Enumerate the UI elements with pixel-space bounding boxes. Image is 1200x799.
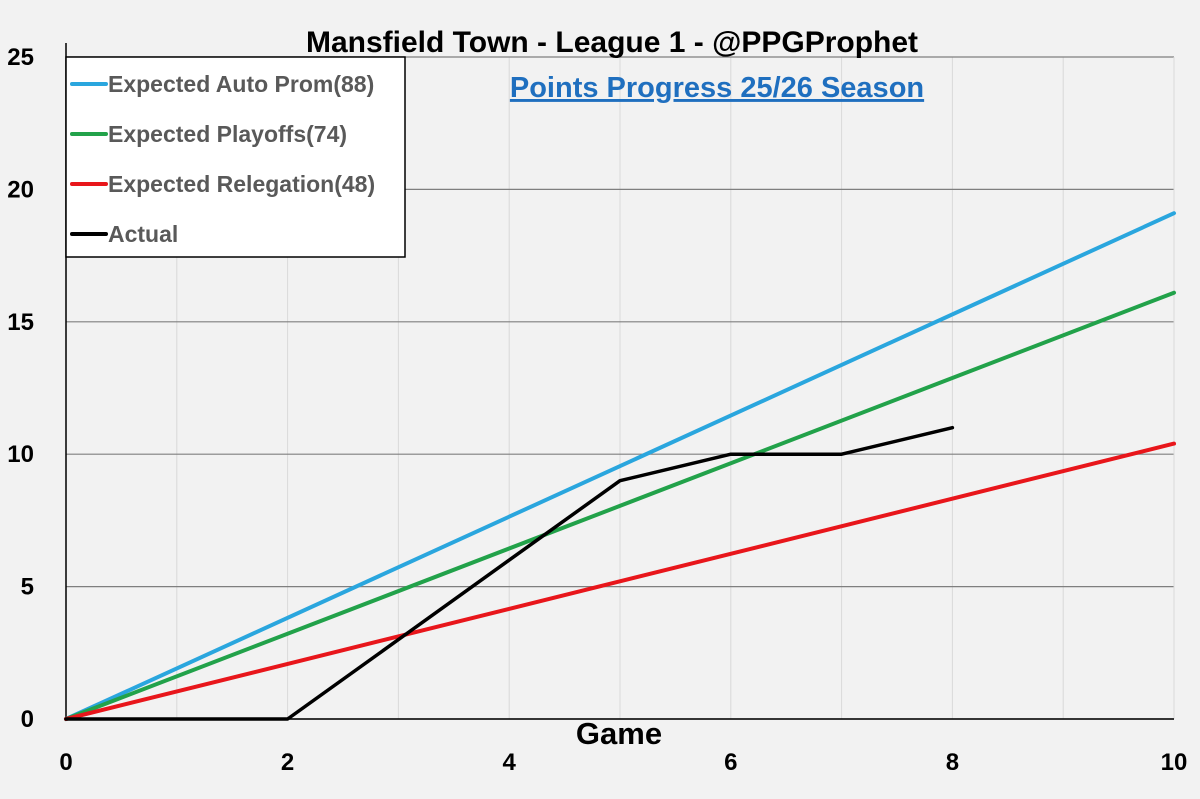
series-line-expected-auto-prom-88 xyxy=(64,211,1176,721)
series-lines xyxy=(64,211,1176,721)
x-tick-label: 10 xyxy=(1161,749,1188,776)
chart-subtitle: Points Progress 25/26 Season xyxy=(510,72,924,104)
x-tick-label: 4 xyxy=(503,749,517,776)
x-tick-label: 2 xyxy=(281,749,294,776)
chart-title: Mansfield Town - League 1 - @PPGProphet xyxy=(306,26,918,59)
legend-label: Actual xyxy=(108,221,178,247)
series-line-actual xyxy=(64,425,955,721)
x-tick-label: 0 xyxy=(59,749,72,776)
y-tick-label: 25 xyxy=(7,44,34,71)
y-tick-label: 10 xyxy=(7,441,34,468)
x-axis-label: Game xyxy=(576,716,662,751)
legend-box xyxy=(65,56,406,258)
tick-labels: 0 5 10 15 20 25 0 2 4 6 8 10 xyxy=(7,44,1187,776)
x-tick-label: 8 xyxy=(946,749,959,776)
y-tick-label: 15 xyxy=(7,309,34,336)
series-line-expected-relegation-48 xyxy=(64,441,1176,721)
series-line-expected-playoffs-74 xyxy=(64,290,1176,721)
x-tick-label: 6 xyxy=(724,749,737,776)
y-tick-label: 20 xyxy=(7,176,34,203)
legend: Expected Auto Prom(88) Expected Playoffs(… xyxy=(65,56,406,258)
legend-label: Expected Playoffs(74) xyxy=(108,121,347,147)
legend-label: Expected Relegation(48) xyxy=(108,171,375,197)
y-tick-label: 0 xyxy=(21,706,34,733)
legend-label: Expected Auto Prom(88) xyxy=(108,71,374,97)
y-tick-label: 5 xyxy=(21,574,34,601)
